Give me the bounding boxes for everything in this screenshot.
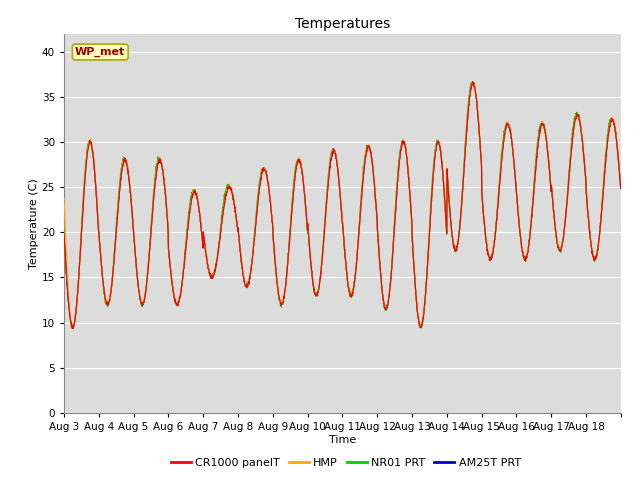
- Y-axis label: Temperature (C): Temperature (C): [29, 178, 39, 269]
- Legend: CR1000 panelT, HMP, NR01 PRT, AM25T PRT: CR1000 panelT, HMP, NR01 PRT, AM25T PRT: [166, 453, 525, 472]
- X-axis label: Time: Time: [329, 434, 356, 444]
- Text: WP_met: WP_met: [75, 47, 125, 57]
- Title: Temperatures: Temperatures: [295, 17, 390, 31]
